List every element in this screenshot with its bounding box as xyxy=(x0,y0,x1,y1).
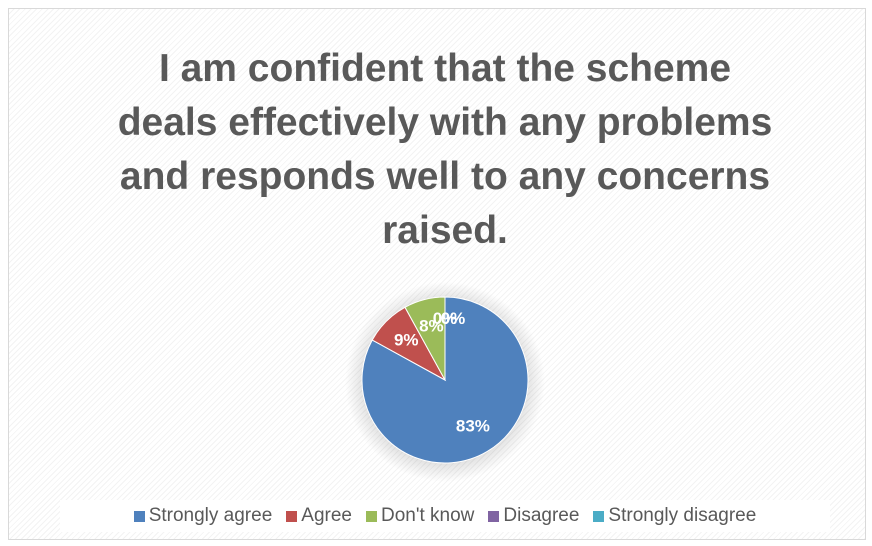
legend-swatch xyxy=(133,510,145,522)
legend-swatch xyxy=(488,510,500,522)
legend-label: Strongly agree xyxy=(148,505,273,526)
legend-swatch xyxy=(593,510,605,522)
legend: Strongly agree Agree Don't know Disagree Str… xyxy=(60,500,830,532)
legend-label: Don't know xyxy=(380,505,475,526)
data-label: 9% xyxy=(394,331,419,350)
legend-label: Strongly disagree xyxy=(608,505,757,526)
legend-item: Disagree xyxy=(488,505,579,527)
legend-label: Agree xyxy=(301,505,352,526)
data-label: 83% xyxy=(456,417,490,436)
legend-item: Strongly agree xyxy=(133,505,273,527)
legend-swatch xyxy=(365,510,377,522)
legend-item: Agree xyxy=(286,505,352,527)
data-label: 0% xyxy=(433,309,458,328)
data-label: 0% xyxy=(441,309,466,328)
legend-item: Strongly disagree xyxy=(593,505,756,527)
legend-swatch xyxy=(286,510,298,522)
pie-slice xyxy=(404,296,446,381)
data-label: 8% xyxy=(419,316,444,335)
legend-label: Disagree xyxy=(503,505,580,526)
legend-item: Don't know xyxy=(365,505,475,527)
chart-title: I am confident that the scheme deals eff… xyxy=(117,47,773,252)
